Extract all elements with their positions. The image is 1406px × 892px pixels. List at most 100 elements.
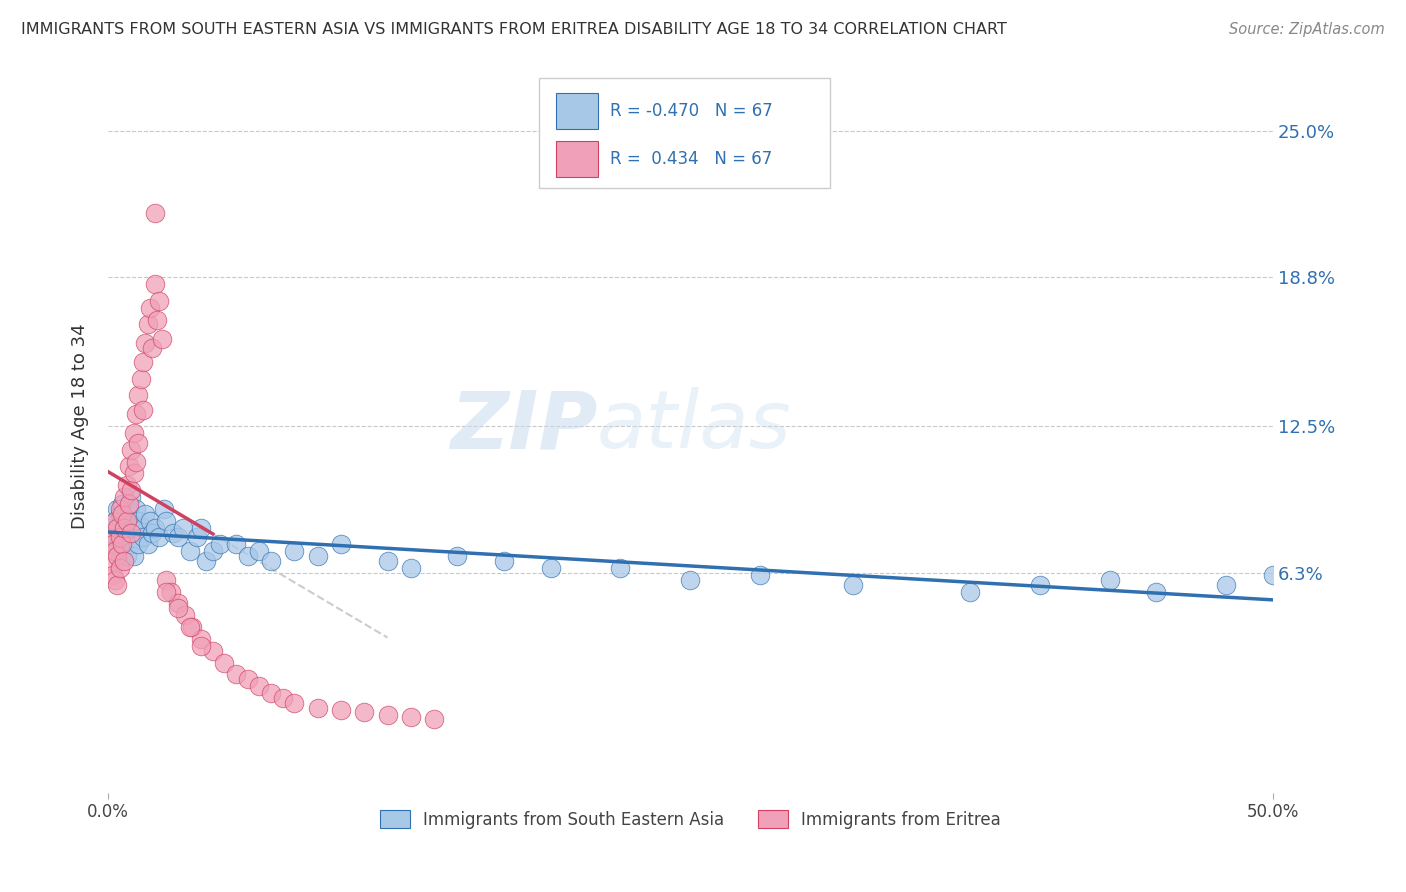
Point bbox=[127, 435, 149, 450]
Point bbox=[118, 459, 141, 474]
Point bbox=[194, 554, 217, 568]
Point bbox=[118, 497, 141, 511]
Point bbox=[108, 525, 131, 540]
Point bbox=[260, 686, 283, 700]
Point bbox=[179, 620, 201, 634]
Point bbox=[104, 514, 127, 528]
Point bbox=[150, 332, 173, 346]
Point bbox=[105, 544, 128, 558]
Point bbox=[353, 705, 375, 719]
Point bbox=[122, 467, 145, 481]
Point bbox=[162, 525, 184, 540]
Point bbox=[112, 554, 135, 568]
FancyBboxPatch shape bbox=[538, 78, 830, 188]
Point bbox=[127, 388, 149, 402]
Y-axis label: Disability Age 18 to 34: Disability Age 18 to 34 bbox=[72, 323, 89, 529]
Point bbox=[118, 502, 141, 516]
Point bbox=[208, 537, 231, 551]
Point bbox=[115, 478, 138, 492]
Point bbox=[134, 507, 156, 521]
Point bbox=[129, 372, 152, 386]
Point bbox=[160, 584, 183, 599]
Point bbox=[132, 355, 155, 369]
Point bbox=[141, 341, 163, 355]
Point bbox=[127, 514, 149, 528]
Point bbox=[108, 507, 131, 521]
Point bbox=[122, 426, 145, 441]
Point bbox=[132, 530, 155, 544]
FancyBboxPatch shape bbox=[557, 141, 599, 177]
Point bbox=[155, 573, 177, 587]
Point bbox=[125, 454, 148, 468]
Point bbox=[127, 537, 149, 551]
Point bbox=[132, 521, 155, 535]
Point bbox=[111, 497, 134, 511]
Point bbox=[120, 483, 142, 497]
Point bbox=[125, 525, 148, 540]
Text: Source: ZipAtlas.com: Source: ZipAtlas.com bbox=[1229, 22, 1385, 37]
Point bbox=[108, 502, 131, 516]
FancyBboxPatch shape bbox=[557, 93, 599, 128]
Point bbox=[260, 554, 283, 568]
Point bbox=[105, 577, 128, 591]
Point bbox=[143, 521, 166, 535]
Point bbox=[112, 521, 135, 535]
Point bbox=[139, 514, 162, 528]
Point bbox=[108, 561, 131, 575]
Point bbox=[120, 537, 142, 551]
Point bbox=[125, 502, 148, 516]
Point bbox=[120, 442, 142, 457]
Point bbox=[112, 490, 135, 504]
Point bbox=[492, 554, 515, 568]
Point bbox=[172, 521, 194, 535]
Point bbox=[101, 530, 124, 544]
Point bbox=[173, 608, 195, 623]
Point bbox=[247, 544, 270, 558]
Point bbox=[120, 490, 142, 504]
Point bbox=[143, 277, 166, 292]
Point bbox=[101, 537, 124, 551]
Point bbox=[167, 530, 190, 544]
Point bbox=[225, 537, 247, 551]
Point bbox=[104, 514, 127, 528]
Text: ZIP: ZIP bbox=[450, 387, 598, 465]
Point bbox=[122, 521, 145, 535]
Point bbox=[190, 632, 212, 646]
Point bbox=[236, 549, 259, 564]
Point bbox=[115, 549, 138, 564]
Point bbox=[247, 679, 270, 693]
Point bbox=[186, 530, 208, 544]
Point bbox=[111, 530, 134, 544]
Point bbox=[111, 507, 134, 521]
Point bbox=[134, 336, 156, 351]
Point bbox=[115, 514, 138, 528]
Point bbox=[1261, 568, 1284, 582]
Point bbox=[167, 601, 190, 615]
Point bbox=[329, 703, 352, 717]
Point bbox=[118, 525, 141, 540]
Point bbox=[108, 554, 131, 568]
Point bbox=[609, 561, 631, 575]
Text: IMMIGRANTS FROM SOUTH EASTERN ASIA VS IMMIGRANTS FROM ERITREA DISABILITY AGE 18 : IMMIGRANTS FROM SOUTH EASTERN ASIA VS IM… bbox=[21, 22, 1007, 37]
Point bbox=[749, 568, 772, 582]
Point bbox=[283, 544, 305, 558]
Point bbox=[112, 537, 135, 551]
Point bbox=[104, 544, 127, 558]
Point bbox=[679, 573, 702, 587]
Point bbox=[307, 700, 329, 714]
Point bbox=[120, 525, 142, 540]
Point bbox=[399, 561, 422, 575]
Point bbox=[143, 206, 166, 220]
Point bbox=[190, 639, 212, 653]
Point bbox=[153, 502, 176, 516]
Point bbox=[179, 544, 201, 558]
Point bbox=[136, 318, 159, 332]
Point bbox=[959, 584, 981, 599]
Point bbox=[271, 691, 294, 706]
Point bbox=[307, 549, 329, 564]
Point bbox=[104, 573, 127, 587]
Point bbox=[201, 644, 224, 658]
Point bbox=[108, 530, 131, 544]
Point bbox=[842, 577, 865, 591]
Point bbox=[214, 656, 236, 670]
